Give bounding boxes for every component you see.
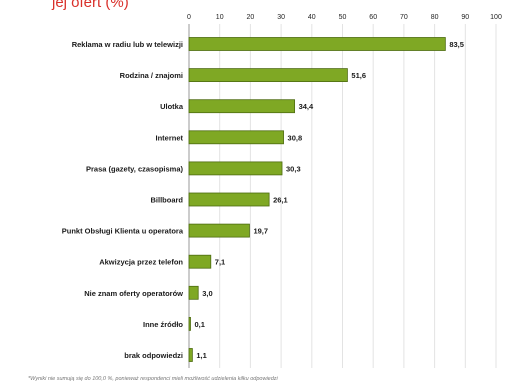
bar-value-label: 26,1 xyxy=(273,196,288,205)
category-label: Inne źródło xyxy=(143,320,183,329)
category-label: Billboard xyxy=(150,196,183,205)
category-label: Reklama w radiu lub w telewizji xyxy=(72,40,183,49)
bar xyxy=(188,192,270,207)
bar-value-label: 83,5 xyxy=(449,40,464,49)
bars: 83,5 51,6 34,4 30,8 30,3 26,1 19,7 7,1 3,0 0,1 1,1 xyxy=(188,37,464,362)
category-label: Prasa (gazety, czasopisma) xyxy=(86,164,183,173)
x-tick-label: 60 xyxy=(369,14,377,21)
bar xyxy=(188,161,283,176)
x-tick-label: 30 xyxy=(277,14,285,21)
category-label: Internet xyxy=(155,133,183,142)
category-label: Rodzina / znajomi xyxy=(120,71,183,80)
category-labels: Reklama w radiu lub w telewizji Rodzina /… xyxy=(62,40,184,360)
bar xyxy=(188,68,348,82)
bar-value-label: 1,1 xyxy=(196,351,206,360)
x-tick-label: 80 xyxy=(431,14,439,21)
x-tick-label: 40 xyxy=(308,14,316,21)
bar xyxy=(188,223,250,238)
bar-value-label: 30,3 xyxy=(286,164,301,173)
bar-value-label: 51,6 xyxy=(351,71,366,80)
bar xyxy=(188,99,296,114)
bar xyxy=(188,254,212,269)
bar-value-label: 7,1 xyxy=(215,258,225,267)
x-tick-label: 10 xyxy=(216,14,224,21)
x-tick-label: 70 xyxy=(400,14,408,21)
x-axis-ticks: 0 10 20 30 40 50 60 70 80 90 100 xyxy=(187,14,502,21)
bar xyxy=(188,285,199,300)
x-tick-label: 20 xyxy=(247,14,255,21)
bar-value-label: 3,0 xyxy=(202,289,212,298)
bar-value-label: 19,7 xyxy=(253,227,268,236)
bar xyxy=(188,316,191,331)
bar-value-label: 30,8 xyxy=(288,133,303,142)
x-tick-label: 90 xyxy=(461,14,469,21)
bar-value-label: 0,1 xyxy=(195,320,205,329)
x-tick-label: 100 xyxy=(490,14,502,21)
category-label: brak odpowiedzi xyxy=(124,351,183,360)
category-label: Punkt Obsługi Klienta u operatora xyxy=(62,227,184,236)
x-tick-label: 50 xyxy=(339,14,347,21)
bar xyxy=(188,348,193,362)
footnote: *Wyniki nie sumują się do 100,0 %, ponie… xyxy=(28,376,278,382)
bar-value-label: 34,4 xyxy=(299,102,314,111)
category-label: Nie znam oferty operatorów xyxy=(84,289,183,298)
category-label: Akwizycja przez telefon xyxy=(99,258,183,267)
category-label: Ulotka xyxy=(160,102,184,111)
bar xyxy=(188,37,446,51)
bar xyxy=(188,130,284,145)
x-tick-label: 0 xyxy=(187,14,191,21)
cropped-chart-title: jej ofert (%) xyxy=(52,0,129,11)
